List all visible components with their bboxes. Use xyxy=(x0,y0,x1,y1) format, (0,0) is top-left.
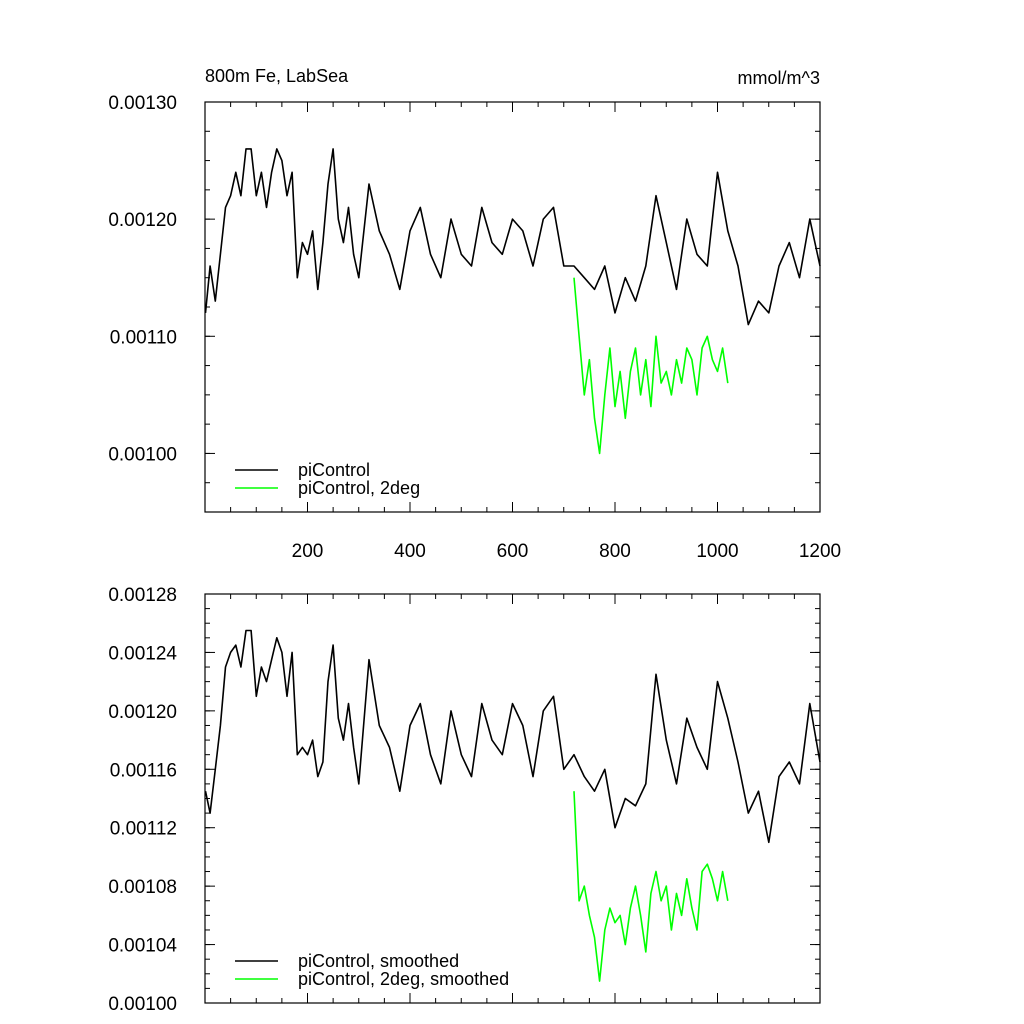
chart-units: mmol/m^3 xyxy=(738,68,820,88)
series-line xyxy=(204,148,821,326)
y-tick-label: 0.00128 xyxy=(108,585,177,606)
plot-frame xyxy=(204,101,821,513)
legend-label: piControl, smoothed xyxy=(298,951,459,971)
legend-label: piControl, 2deg xyxy=(298,478,420,498)
y-tick-label: 0.00116 xyxy=(110,760,177,781)
chart-title: 800m Fe, LabSea xyxy=(205,66,349,86)
y-tick-label: 0.00120 xyxy=(108,210,177,231)
y-tick-label: 0.00110 xyxy=(110,327,177,348)
x-tick-label: 200 xyxy=(292,541,324,562)
legend-label: piControl, 2deg, smoothed xyxy=(298,969,509,989)
series-line xyxy=(204,629,821,844)
x-tick-label: 800 xyxy=(599,541,631,562)
x-tick-label: 1000 xyxy=(696,541,738,562)
y-tick-label: 0.00108 xyxy=(108,877,177,898)
series-line xyxy=(573,277,729,455)
y-tick-label: 0.00124 xyxy=(108,643,177,664)
x-tick-label: 600 xyxy=(497,541,529,562)
y-tick-label: 0.00104 xyxy=(108,936,177,957)
x-tick-label: 1200 xyxy=(799,541,841,562)
y-tick-label: 0.00120 xyxy=(108,702,177,723)
y-tick-label: 0.00100 xyxy=(108,994,177,1015)
plot-frame xyxy=(204,593,821,1004)
x-tick-label: 400 xyxy=(394,541,426,562)
y-tick-label: 0.00130 xyxy=(108,93,177,114)
series-line xyxy=(573,791,729,982)
y-tick-label: 0.00112 xyxy=(110,819,177,840)
legend-label: piControl xyxy=(298,460,370,480)
y-tick-label: 0.00100 xyxy=(108,444,177,465)
